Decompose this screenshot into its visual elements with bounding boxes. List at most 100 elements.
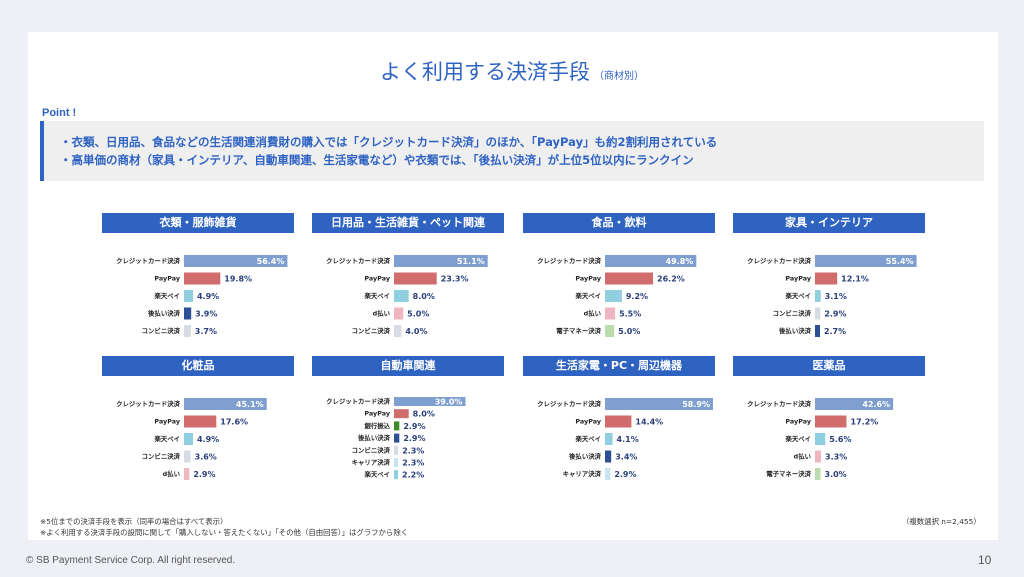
point-label: Point ! <box>42 107 77 119</box>
bar <box>394 272 437 285</box>
panel-title: 家具・インテリア <box>733 213 925 233</box>
value-label: 49.8% <box>666 257 694 266</box>
value-label: 2.3% <box>402 446 424 455</box>
bar <box>184 415 217 428</box>
category-label: 楽天ペイ <box>575 434 601 443</box>
bar <box>394 433 400 443</box>
bar <box>815 307 821 320</box>
category-label: 楽天ペイ <box>154 291 180 300</box>
category-label: 楽天ペイ <box>785 291 811 300</box>
category-label: クレジットカード決済 <box>747 399 812 408</box>
value-label: 4.0% <box>405 327 427 336</box>
bar <box>394 458 399 467</box>
category-label: PayPay <box>575 418 601 426</box>
panel-4: 家具・インテリア クレジットカード決済 55.4% PayPay 12.1% 楽天ペイ 3… <box>733 213 925 337</box>
value-label: 26.2% <box>657 275 685 284</box>
category-label: 楽天ペイ <box>785 434 811 443</box>
category-label: クレジットカード決済 <box>537 399 602 408</box>
category-label: クレジットカード決済 <box>116 256 181 265</box>
bar <box>605 255 697 267</box>
value-label: 3.4% <box>615 453 637 462</box>
bar <box>394 470 398 480</box>
bar <box>605 290 622 302</box>
value-label: 3.0% <box>825 470 847 479</box>
point-line-1: ・衣類、日用品、食品などの生活関連消費財の購入では「クレジットカード決済」のほか… <box>60 135 718 149</box>
panel-title: 化粧品 <box>102 356 294 376</box>
value-label: 58.9% <box>682 400 710 409</box>
category-label: PayPay <box>785 418 811 426</box>
value-label: 2.3% <box>402 459 424 468</box>
value-label: 5.0% <box>618 327 640 336</box>
category-label: キャリア決済 <box>563 469 602 478</box>
category-label: コンビニ決済 <box>352 326 391 335</box>
bar <box>184 255 288 267</box>
category-label: d払い <box>584 309 602 318</box>
bar <box>605 398 713 410</box>
category-label: 後払い決済 <box>779 326 812 335</box>
value-label: 2.2% <box>402 471 424 480</box>
value-label: 12.1% <box>841 275 869 284</box>
bar <box>184 290 193 302</box>
bar <box>815 415 847 428</box>
bar <box>394 325 402 337</box>
panel-6: 自動車関連 クレジットカード決済 39.0% PayPay 8.0% 銀行振込 2.9% 後… <box>312 356 504 480</box>
bar-chart: クレジットカード決済 45.1% PayPay 17.6% 楽天ペイ 4.9% コンビニ決済… <box>116 398 267 480</box>
value-label: 45.1% <box>236 400 264 409</box>
bar-chart: クレジットカード決済 51.1% PayPay 23.3% 楽天ペイ 8.0% d払い 5.0… <box>326 255 488 337</box>
bar <box>815 325 820 337</box>
title-subtitle: （商材別） <box>594 71 644 82</box>
panel-title: 生活家電・PC・周辺機器 <box>523 356 715 376</box>
point-line-2: ・高単価の商材（家具・インテリア、自動車関連、生活家電など）や衣類では、「後払い… <box>60 153 694 167</box>
value-label: 3.3% <box>825 453 847 462</box>
value-label: 17.2% <box>851 418 879 427</box>
page-number: 10 <box>978 553 992 567</box>
category-label: 後払い決済 <box>569 452 602 461</box>
bar <box>605 325 615 337</box>
bar <box>815 468 821 480</box>
category-label: クレジットカード決済 <box>747 256 812 265</box>
value-label: 5.6% <box>829 435 851 444</box>
category-label: クレジットカード決済 <box>326 397 391 406</box>
bar <box>815 398 894 410</box>
category-label: PayPay <box>575 275 601 283</box>
value-label: 14.4% <box>635 418 663 427</box>
value-label: 2.9% <box>193 470 215 479</box>
category-label: 電子マネー決済 <box>766 469 811 478</box>
category-label: 楽天ペイ <box>364 291 390 300</box>
bar <box>605 307 616 320</box>
bar <box>394 409 409 419</box>
sample-note: （複数選択 n=2,455） <box>902 517 981 526</box>
category-label: d払い <box>163 469 181 478</box>
category-label: PayPay <box>364 275 390 283</box>
bar <box>394 290 409 302</box>
bar <box>184 325 191 337</box>
bar <box>394 421 400 431</box>
value-label: 2.9% <box>824 310 846 319</box>
category-label: クレジットカード決済 <box>537 256 602 265</box>
value-label: 8.0% <box>413 292 435 301</box>
bar <box>605 272 653 285</box>
category-label: クレジットカード決済 <box>326 256 391 265</box>
panel-title: 食品・飲料 <box>523 213 715 233</box>
value-label: 3.9% <box>195 310 217 319</box>
value-label: 39.0% <box>435 398 463 407</box>
category-label: PayPay <box>154 418 180 426</box>
value-label: 5.5% <box>619 310 641 319</box>
category-label: 楽天ペイ <box>154 434 180 443</box>
value-label: 8.0% <box>413 410 435 419</box>
footnote-2: ※よく利用する決済手段の設問に関して「購入しない・答えたくない」「その他（自由回… <box>40 528 409 537</box>
panel-5: 化粧品 クレジットカード決済 45.1% PayPay 17.6% 楽天ペイ 4.9% コン… <box>102 356 294 480</box>
value-label: 51.1% <box>457 257 485 266</box>
panel-title: 医薬品 <box>733 356 925 376</box>
category-label: キャリア決済 <box>352 458 391 467</box>
category-label: 後払い決済 <box>148 309 181 318</box>
value-label: 3.7% <box>195 327 217 336</box>
value-label: 2.9% <box>403 434 425 443</box>
category-label: クレジットカード決済 <box>116 399 181 408</box>
panel-8: 医薬品 クレジットカード決済 42.6% PayPay 17.2% 楽天ペイ 5.6% d払… <box>733 356 925 480</box>
bar <box>815 255 917 267</box>
bar <box>184 398 267 410</box>
bar <box>184 468 190 480</box>
category-label: d払い <box>794 452 812 461</box>
category-label: PayPay <box>154 275 180 283</box>
